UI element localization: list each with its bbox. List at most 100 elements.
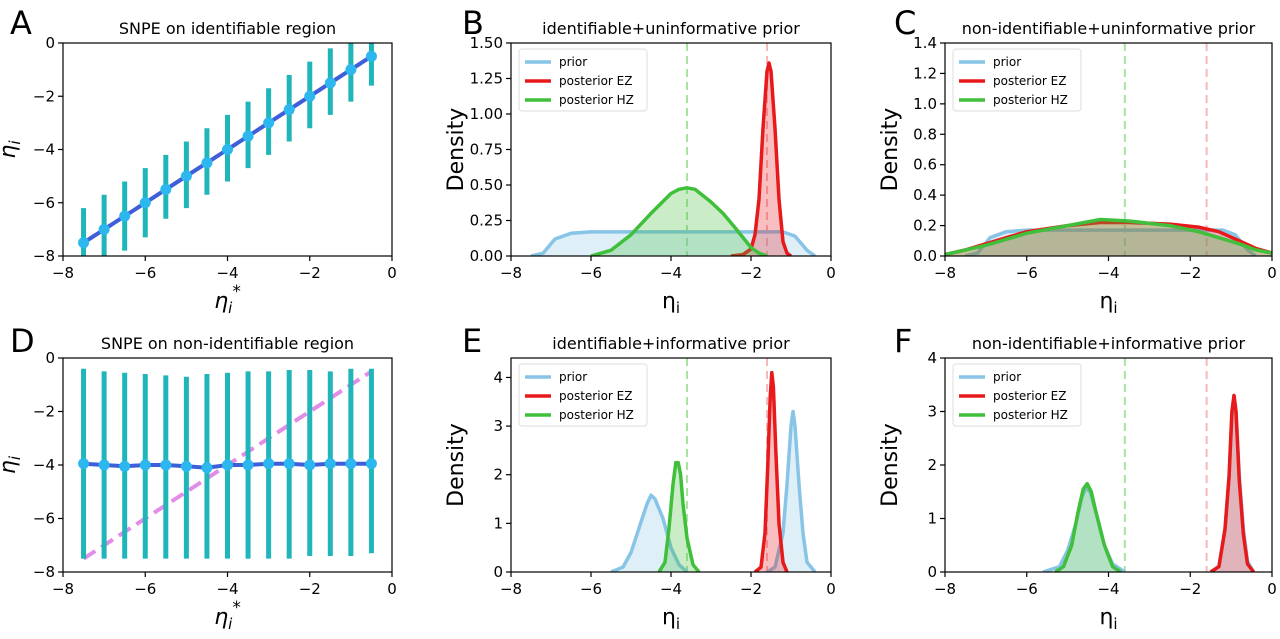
data-point bbox=[365, 50, 377, 62]
legend: prior posterior EZ posterior HZ bbox=[952, 363, 1082, 427]
data-point bbox=[119, 460, 131, 472]
y-tick-label: −8 bbox=[33, 247, 55, 265]
density-area bbox=[945, 219, 1272, 256]
x-tick-label: −4 bbox=[1097, 580, 1119, 598]
y-label-main: η̄ bbox=[0, 144, 21, 159]
y-tick-label: −2 bbox=[33, 403, 55, 421]
panel-title: non-identifiable+informative prior bbox=[972, 334, 1246, 353]
y-tick-label: −4 bbox=[33, 141, 55, 159]
x-label-sub: i bbox=[228, 615, 233, 633]
panel-title: identifiable+uninformative prior bbox=[542, 19, 800, 38]
x-tick-label: −8 bbox=[500, 264, 522, 282]
legend-label: posterior EZ bbox=[993, 389, 1066, 403]
density-area bbox=[591, 187, 767, 256]
y-tick-label: 1.00 bbox=[470, 105, 503, 123]
data-point bbox=[263, 117, 275, 129]
legend-label: posterior EZ bbox=[993, 74, 1066, 88]
panel-title: identifiable+informative prior bbox=[552, 334, 790, 353]
data-point bbox=[324, 77, 336, 89]
panel-label: C bbox=[894, 4, 916, 42]
data-point bbox=[78, 458, 90, 470]
y-tick-label: −2 bbox=[33, 87, 55, 105]
legend-label: prior bbox=[993, 370, 1021, 384]
density-line bbox=[610, 493, 689, 572]
y-axis-label: Density bbox=[444, 423, 469, 507]
data-point bbox=[345, 458, 357, 470]
y-tick-label: 0.8 bbox=[913, 125, 937, 143]
x-tick-label: 0 bbox=[826, 580, 836, 598]
data-point bbox=[119, 210, 131, 222]
data-point bbox=[98, 223, 110, 235]
x-tick-label: −8 bbox=[934, 580, 956, 598]
data-point bbox=[304, 90, 316, 102]
panel-label: B bbox=[462, 4, 484, 42]
x-tick-label: −6 bbox=[134, 264, 156, 282]
panel-c: −8 −6 −4 −2 0 0.0 0.2 0.4 0.6 0.8 1.0 1.2 1.4 non-ide… bbox=[878, 4, 1277, 317]
data-point bbox=[345, 64, 357, 76]
legend-label: prior bbox=[559, 55, 587, 69]
x-tick-label: −6 bbox=[1016, 580, 1038, 598]
data-point bbox=[160, 459, 172, 471]
data-point bbox=[324, 458, 336, 470]
x-tick-label: 0 bbox=[387, 580, 397, 598]
x-tick-label: −8 bbox=[52, 580, 74, 598]
y-tick-label: 3 bbox=[927, 403, 937, 421]
x-label-main: η bbox=[662, 605, 676, 630]
y-tick-label: 1.2 bbox=[913, 64, 937, 82]
y-tick-label: 0 bbox=[927, 563, 937, 581]
density-line bbox=[1054, 481, 1122, 572]
y-axis-label: Density bbox=[444, 108, 469, 192]
data-point bbox=[365, 458, 377, 470]
x-tick-label: −2 bbox=[1179, 264, 1201, 282]
density-line bbox=[753, 370, 789, 572]
y-tick-label: 0.4 bbox=[913, 186, 937, 204]
legend: prior posterior EZ posterior HZ bbox=[518, 363, 648, 427]
panel-title: SNPE on non-identifiable region bbox=[101, 334, 354, 353]
density-line bbox=[964, 228, 1257, 256]
plot-area bbox=[78, 43, 377, 256]
density-line bbox=[657, 460, 701, 572]
data-point bbox=[283, 458, 295, 470]
y-tick-label: 1 bbox=[927, 510, 937, 528]
panel-label: E bbox=[462, 322, 482, 360]
x-axis-label: ηi* bbox=[214, 282, 241, 317]
data-point bbox=[139, 197, 151, 209]
data-point bbox=[222, 459, 233, 471]
legend: prior posterior EZ posterior HZ bbox=[518, 48, 648, 112]
plot-area bbox=[945, 43, 1272, 256]
y-tick-label: −6 bbox=[33, 194, 55, 212]
data-point bbox=[242, 459, 254, 471]
y-tick-label: −8 bbox=[33, 563, 55, 581]
x-tick-label: −6 bbox=[134, 580, 156, 598]
x-tick-label: −8 bbox=[500, 580, 522, 598]
x-tick-label: −4 bbox=[216, 580, 238, 598]
y-tick-label: 0.00 bbox=[470, 247, 503, 265]
y-label-sub: i bbox=[6, 455, 24, 460]
y-tick-label: 0.2 bbox=[913, 217, 937, 235]
y-tick-label: −6 bbox=[33, 510, 55, 528]
x-label-sub: i bbox=[1113, 299, 1117, 317]
x-axis-label: ηi* bbox=[214, 598, 241, 633]
x-label-sup: * bbox=[232, 282, 241, 302]
legend-label: prior bbox=[993, 55, 1021, 69]
x-tick-label: 0 bbox=[826, 264, 836, 282]
y-tick-label: 1.0 bbox=[913, 95, 937, 113]
legend-label: prior bbox=[559, 370, 587, 384]
data-point bbox=[139, 459, 151, 471]
y-axis-label: η̄i bbox=[0, 140, 24, 159]
data-point bbox=[201, 462, 213, 474]
x-label-sub: i bbox=[676, 299, 680, 317]
x-tick-label: −6 bbox=[1016, 264, 1038, 282]
x-label-main: η bbox=[214, 605, 228, 630]
density-area bbox=[659, 462, 699, 572]
y-tick-label: 0.0 bbox=[913, 247, 937, 265]
legend-label: posterior EZ bbox=[559, 74, 632, 88]
panel-e: −8 −6 −4 −2 0 0 1 2 3 4 identifiable+informative p… bbox=[444, 322, 836, 633]
legend-box bbox=[518, 48, 648, 112]
y-tick-label: 2 bbox=[927, 456, 937, 474]
data-point bbox=[201, 157, 213, 169]
y-tick-label: 0.50 bbox=[470, 176, 503, 194]
plot-area bbox=[78, 368, 377, 561]
y-tick-label: 0 bbox=[45, 349, 55, 367]
